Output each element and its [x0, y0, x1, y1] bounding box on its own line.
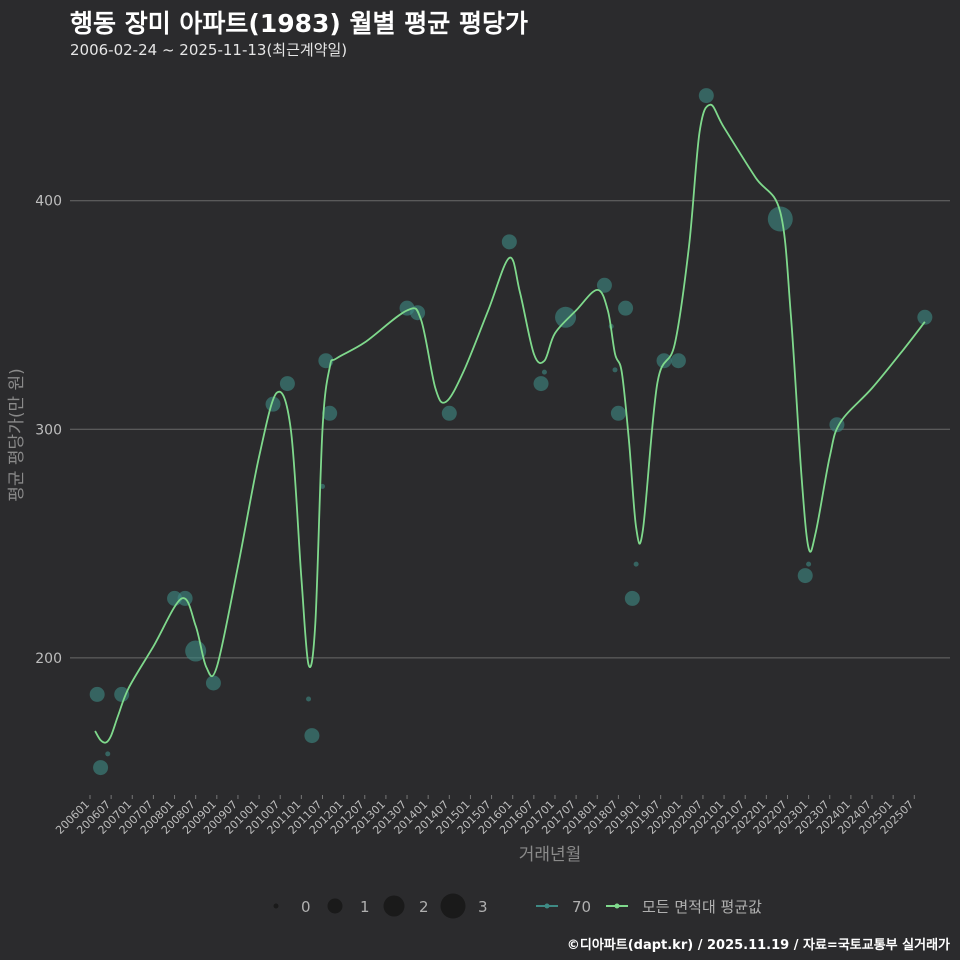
legend-size-key — [440, 893, 466, 919]
data-point-70 — [105, 751, 111, 757]
data-point-70 — [322, 405, 338, 421]
data-point-70 — [93, 760, 109, 776]
chart-title: 행동 장미 아파트(1983) 월별 평균 평당가 — [70, 9, 528, 38]
legend-series-dot — [614, 903, 620, 909]
data-point-70 — [596, 277, 612, 293]
data-point-70 — [205, 675, 221, 691]
data-point-70 — [114, 686, 130, 702]
data-point-70 — [767, 206, 793, 232]
data-point-70 — [533, 376, 549, 392]
data-point-70 — [618, 300, 634, 316]
y-tick-label: 400 — [35, 194, 62, 210]
average-line — [94, 103, 926, 744]
data-point-70 — [797, 568, 813, 584]
data-point-70 — [89, 686, 105, 702]
legend-size-label: 0 — [301, 898, 311, 916]
legend-size-label: 1 — [360, 898, 370, 916]
data-point-70 — [624, 590, 640, 606]
legend-series-label: 모든 면적대 평균값 — [642, 898, 762, 916]
legend-series-dot — [544, 903, 550, 909]
data-point-70 — [610, 405, 626, 421]
data-point-70 — [441, 405, 457, 421]
legend-size-key — [273, 903, 279, 909]
y-tick-label: 200 — [35, 651, 62, 667]
data-point-70 — [319, 483, 325, 489]
legend-size-label: 3 — [478, 898, 488, 916]
data-point-70 — [698, 88, 714, 104]
data-point-70 — [541, 369, 547, 375]
legend-size-key — [327, 898, 343, 914]
y-axis-label: 평균 평당가(만 원) — [7, 368, 27, 502]
data-point-70 — [670, 353, 686, 369]
legend-size-label: 2 — [419, 898, 429, 916]
x-axis-label: 거래년월 — [519, 845, 582, 865]
legend-series-label: 70 — [572, 898, 591, 916]
data-point-70 — [279, 376, 295, 392]
data-point-70 — [304, 728, 320, 744]
data-point-70 — [501, 234, 517, 250]
footer-credit: ©디아파트(dapt.kr) / 2025.11.19 / 자료=국토교통부 실… — [566, 938, 950, 953]
data-point-70 — [265, 396, 281, 412]
legend-size-key — [383, 895, 405, 917]
data-point-70 — [806, 561, 812, 567]
data-point-70 — [306, 696, 312, 702]
data-point-70 — [555, 306, 577, 328]
y-tick-label: 300 — [35, 422, 62, 438]
data-point-70 — [633, 561, 639, 567]
data-point-70 — [656, 353, 672, 369]
chart-subtitle: 2006-02-24 ~ 2025-11-13(최근계약일) — [70, 41, 348, 59]
data-point-70 — [917, 309, 933, 325]
data-point-70 — [612, 367, 618, 373]
